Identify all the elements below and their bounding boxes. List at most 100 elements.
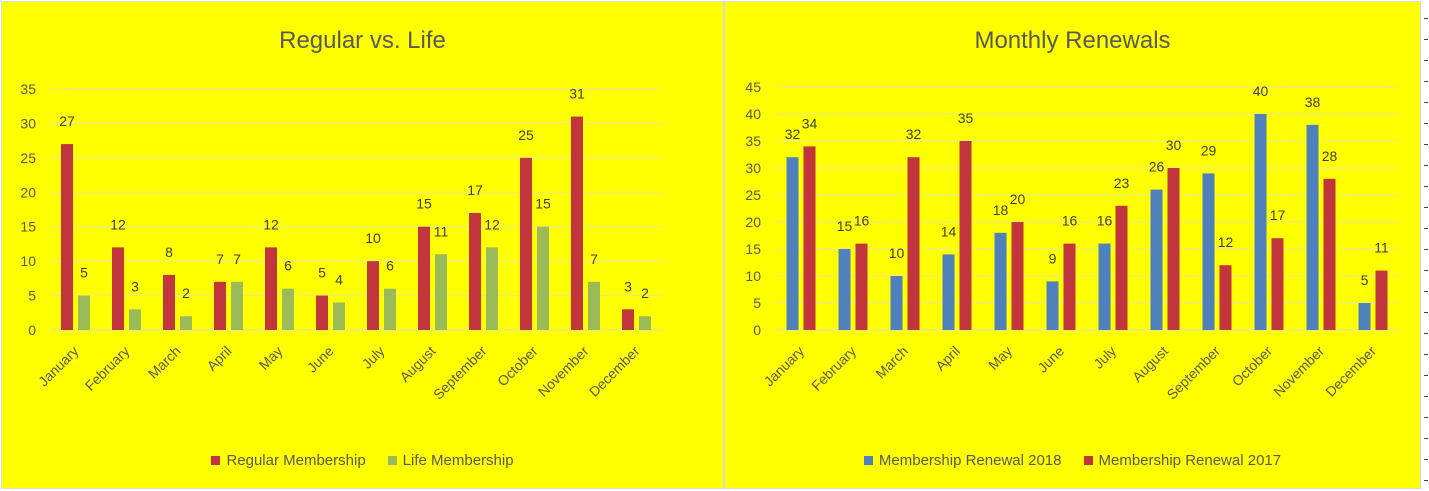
edge-mark (1424, 18, 1428, 19)
data-label: 11 (434, 223, 449, 239)
x-tick-label: April (203, 343, 234, 374)
bar (639, 316, 651, 330)
data-label: 16 (854, 213, 870, 229)
data-label: 7 (233, 251, 241, 267)
edge-mark (1424, 312, 1428, 313)
x-tick-label: March (872, 343, 911, 382)
y-tick-label: 25 (745, 187, 761, 203)
bar (367, 261, 379, 330)
bar (537, 226, 549, 330)
data-label: 9 (1049, 250, 1057, 266)
edge-mark (1424, 144, 1428, 145)
x-tick-label: June (1034, 343, 1067, 376)
bar (1150, 189, 1163, 330)
x-tick-label: August (1129, 343, 1171, 385)
data-label: 12 (1218, 234, 1234, 250)
y-tick-label: 30 (745, 160, 761, 176)
edge-mark (1424, 270, 1428, 271)
bar (520, 157, 532, 330)
data-label: 18 (993, 202, 1009, 218)
data-label: 38 (1305, 94, 1321, 110)
data-label: 3 (131, 278, 139, 294)
x-tick-label: February (82, 343, 133, 394)
y-tick-label: 35 (20, 81, 36, 97)
data-label: 29 (1201, 142, 1217, 158)
edge-mark (1424, 60, 1428, 61)
data-label: 7 (216, 251, 224, 267)
data-label: 6 (386, 258, 394, 274)
edge-mark (1424, 459, 1428, 460)
bar (163, 274, 175, 330)
bar (469, 212, 481, 330)
chart-title: Monthly Renewals (974, 27, 1171, 54)
x-tick-label: July (1090, 343, 1119, 372)
bar (333, 302, 345, 330)
bar (418, 226, 430, 330)
legend-swatch (863, 456, 873, 465)
bar (1375, 270, 1388, 330)
data-label: 3 (624, 278, 632, 294)
bar (855, 243, 868, 330)
bar (265, 247, 277, 330)
data-label: 35 (958, 110, 974, 126)
legend-label: Membership Renewal 2017 (1098, 452, 1282, 469)
data-label: 12 (263, 216, 279, 232)
data-label: 32 (906, 126, 922, 142)
edge-mark (1424, 417, 1428, 418)
x-tick-label: January (761, 343, 808, 390)
x-tick-label: November (1270, 343, 1327, 400)
bar (1358, 303, 1371, 330)
x-tick-label: October (494, 343, 541, 390)
data-label: 16 (1062, 213, 1078, 229)
bar (786, 157, 799, 330)
y-tick-label: 5 (28, 288, 36, 304)
y-tick-label: 30 (20, 115, 36, 131)
bar (1063, 243, 1076, 330)
bar (1306, 124, 1319, 330)
bar (622, 309, 634, 330)
y-tick-label: 15 (20, 219, 36, 235)
data-label: 15 (535, 196, 551, 212)
edge-mark (1424, 480, 1428, 481)
data-label: 20 (1010, 191, 1026, 207)
data-label: 25 (518, 127, 534, 143)
bar (435, 254, 447, 330)
data-label: 2 (182, 285, 190, 301)
bar (180, 316, 192, 330)
x-tick-label: September (1163, 343, 1223, 403)
edge-mark (1424, 228, 1428, 229)
y-tick-label: 15 (745, 241, 761, 257)
chart-title: Regular vs. Life (279, 27, 446, 54)
data-label: 5 (80, 265, 88, 281)
legend-swatch (387, 456, 397, 465)
legend-label: Life Membership (402, 452, 514, 469)
data-label: 7 (590, 251, 598, 267)
bar-chart-regular-vs-life: 05101520253035January275February123March… (20, 81, 662, 403)
edge-mark (1424, 438, 1428, 439)
data-label: 23 (1114, 175, 1130, 191)
data-label: 15 (837, 218, 853, 234)
data-label: 11 (1374, 240, 1389, 256)
edge-mark (1424, 123, 1428, 124)
bar (112, 247, 124, 330)
bar (994, 232, 1007, 330)
x-tick-label: June (304, 343, 337, 376)
bar (1011, 222, 1024, 330)
x-tick-label: May (985, 343, 1015, 373)
edge-mark (1424, 396, 1428, 397)
bar (1219, 265, 1232, 330)
edge-mark (1424, 354, 1428, 355)
data-label: 31 (569, 86, 585, 102)
edge-mark (1424, 375, 1428, 376)
bar (78, 295, 90, 330)
y-tick-label: 5 (753, 295, 761, 311)
x-tick-label: December (586, 343, 643, 400)
x-tick-label: October (1229, 343, 1276, 390)
y-tick-label: 20 (20, 184, 36, 200)
edge-mark (1424, 333, 1428, 334)
bar (486, 247, 498, 330)
data-label: 4 (335, 271, 343, 287)
data-label: 40 (1253, 83, 1269, 99)
data-label: 8 (165, 244, 173, 260)
bar (231, 281, 243, 330)
